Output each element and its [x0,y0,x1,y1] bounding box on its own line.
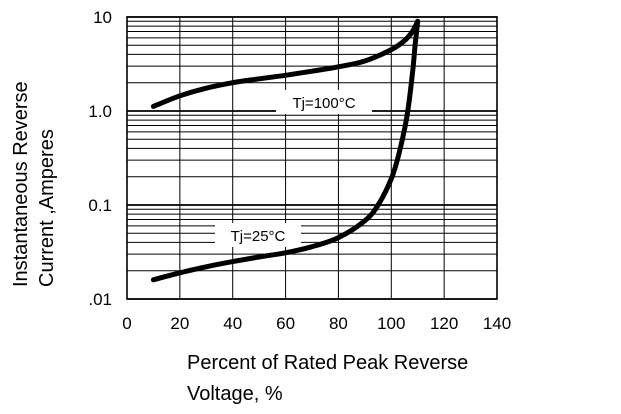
series-annotation: Tj=100°C [292,95,355,112]
x-tick-label: 0 [122,314,131,333]
y-axis-label-line-2: Current ,Amperes [36,129,58,287]
x-tick-label: 100 [377,314,405,333]
annotation-bg [276,90,372,114]
y-tick-label: 10 [93,8,112,27]
grid [126,16,498,300]
y-tick-label: 0.1 [88,196,112,215]
x-axis-label-line-2: Voltage, % [187,383,283,405]
y-axis-label-line-1: Instantaneous Reverse [10,81,32,287]
x-tick-label: 120 [430,314,458,333]
series-line-tj-25c [150,18,421,283]
plot-frame [126,16,498,300]
x-tick-label: 140 [483,314,511,333]
annotation-bg [215,223,301,247]
x-axis-label-line-1: Percent of Rated Peak Reverse [187,352,469,374]
y-tick-label: .01 [88,290,112,309]
x-tick-label: 40 [223,314,242,333]
series-annotation: Tj=25°C [231,228,286,245]
x-tick-label: 80 [329,314,348,333]
x-tick-label: 60 [276,314,295,333]
series-line-tj-100c [150,18,421,109]
x-tick-label: 20 [170,314,189,333]
y-tick-label: 1.0 [88,102,112,121]
